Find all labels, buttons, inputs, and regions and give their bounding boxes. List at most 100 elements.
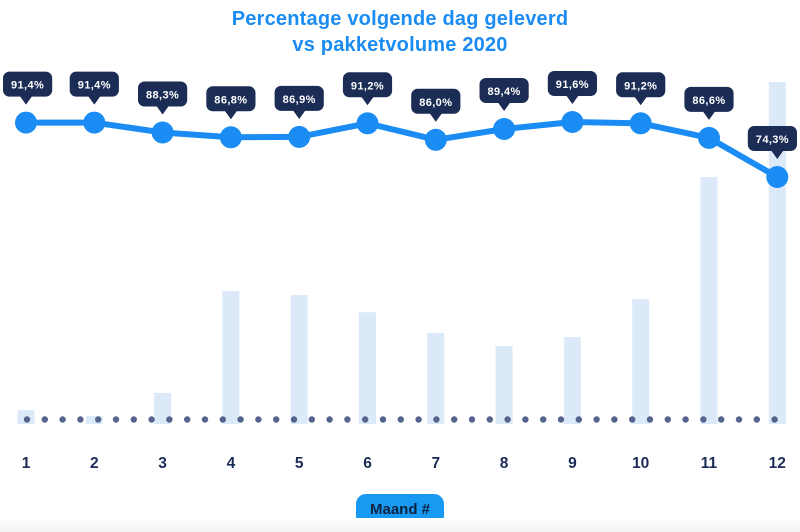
tooltip-bubble [684, 86, 734, 112]
tooltip-bubble [69, 71, 119, 97]
baseline-dot [219, 416, 226, 423]
x-tick-label: 1 [22, 455, 31, 472]
x-tick-label: 9 [568, 455, 577, 472]
baseline-dot [735, 416, 743, 423]
x-axis-label-badge[interactable]: Maand # [355, 494, 445, 526]
data-point-marker[interactable] [561, 111, 584, 133]
volume-bar [290, 295, 308, 424]
delivery-percentage-line [23, 119, 781, 180]
tooltip-bubble [616, 72, 666, 98]
x-tick-label: 11 [701, 455, 718, 472]
baseline-dot [451, 416, 458, 423]
baseline-dot [540, 416, 547, 423]
baseline-dot [362, 416, 369, 423]
data-label-tooltip: 91,2% [342, 72, 393, 106]
baseline-dot [59, 416, 66, 423]
baseline-dot [344, 416, 351, 423]
data-label-tooltip: 91,6% [547, 71, 597, 104]
tooltip-tail [19, 95, 33, 105]
volume-bar [700, 177, 718, 424]
data-point-marker[interactable] [356, 112, 379, 135]
baseline-dot [201, 416, 209, 423]
data-label-tooltip: 74,3% [747, 126, 797, 160]
volume-bar [563, 337, 581, 424]
tooltip-value-text: 91,6% [556, 79, 589, 91]
data-point-marker[interactable] [424, 128, 447, 151]
data-label-tooltip: 88,3% [138, 81, 188, 115]
tooltip-tail [156, 105, 170, 115]
baseline-dot [41, 416, 48, 423]
baseline-dot [255, 416, 262, 423]
volume-bar [85, 416, 103, 424]
data-point-marker[interactable] [493, 118, 516, 140]
baseline-dot [486, 416, 493, 423]
data-label-tooltip: 86,6% [684, 86, 734, 120]
baseline-dot [130, 416, 137, 423]
data-point-marker[interactable] [151, 121, 174, 144]
tooltip-bubble [138, 81, 188, 107]
baseline-dot [700, 416, 707, 423]
baseline-dot [433, 416, 440, 423]
tooltip-bubble [411, 88, 461, 114]
data-point-marker[interactable] [766, 166, 789, 188]
baseline-dot [397, 416, 404, 423]
baseline-dot [522, 416, 529, 423]
data-label-tooltip: 89,4% [479, 78, 529, 111]
tooltip-value-text: 86,0% [419, 97, 452, 109]
page-title-line1: Percentage volgende dag geleverd [231, 8, 569, 30]
x-tick-label: 8 [500, 455, 509, 472]
tooltip-value-text: 91,2% [624, 80, 657, 92]
x-tick-label: 10 [632, 455, 649, 472]
data-point-marker[interactable] [219, 126, 242, 149]
tooltip-value-text: 86,6% [692, 95, 725, 107]
data-label-tooltip: 91,4% [69, 71, 119, 105]
tooltip-tail [87, 95, 101, 105]
baseline-dot [646, 416, 654, 423]
tooltip-value-text: 74,3% [756, 134, 789, 146]
data-label-tooltip: 86,9% [274, 85, 324, 119]
baseline-dot [504, 416, 511, 423]
baseline-dot [112, 416, 120, 423]
tooltip-value-text: 91,4% [11, 80, 44, 92]
baseline-dot [166, 416, 173, 423]
data-point-marker[interactable] [15, 111, 37, 134]
volume-bar [427, 333, 445, 424]
baseline-dot [629, 416, 636, 423]
baseline-dot [415, 416, 422, 423]
baseline-dot [77, 416, 84, 423]
baseline-dot [753, 416, 760, 423]
tooltip-tail [702, 110, 716, 120]
baseline-dot [664, 416, 671, 423]
baseline-dot [682, 416, 689, 423]
data-label-tooltip: 91,4% [3, 71, 53, 105]
x-tick-label: 6 [363, 455, 372, 472]
x-tick-label: 7 [431, 455, 440, 472]
baseline-dot [468, 416, 476, 423]
tooltip-value-text: 88,3% [146, 90, 179, 102]
baseline-dot [290, 416, 298, 423]
tooltip-tail [565, 95, 579, 104]
x-tick-label: 3 [158, 455, 167, 472]
baseline-dot [718, 416, 725, 423]
tooltip-tail [224, 110, 238, 120]
data-point-marker[interactable] [629, 112, 652, 135]
baseline-dot [237, 416, 244, 423]
volume-bar [154, 392, 172, 424]
baseline-dot [557, 416, 565, 423]
data-point-marker[interactable] [288, 125, 311, 148]
tooltip-tail [634, 96, 648, 106]
tooltip-tail [497, 101, 511, 111]
baseline-dot [148, 416, 155, 423]
tooltip-value-text: 91,4% [78, 80, 111, 92]
tooltip-tail [292, 109, 306, 119]
data-point-marker[interactable] [698, 126, 720, 149]
tooltip-bubble [479, 78, 529, 103]
data-point-marker[interactable] [83, 111, 106, 134]
volume-bar [495, 346, 513, 424]
baseline-dot [23, 416, 31, 423]
tooltip-value-text: 91,2% [351, 80, 384, 92]
data-label-tooltip: 86,8% [206, 86, 256, 120]
baseline-dot [326, 416, 333, 423]
baseline-dot [611, 416, 618, 423]
